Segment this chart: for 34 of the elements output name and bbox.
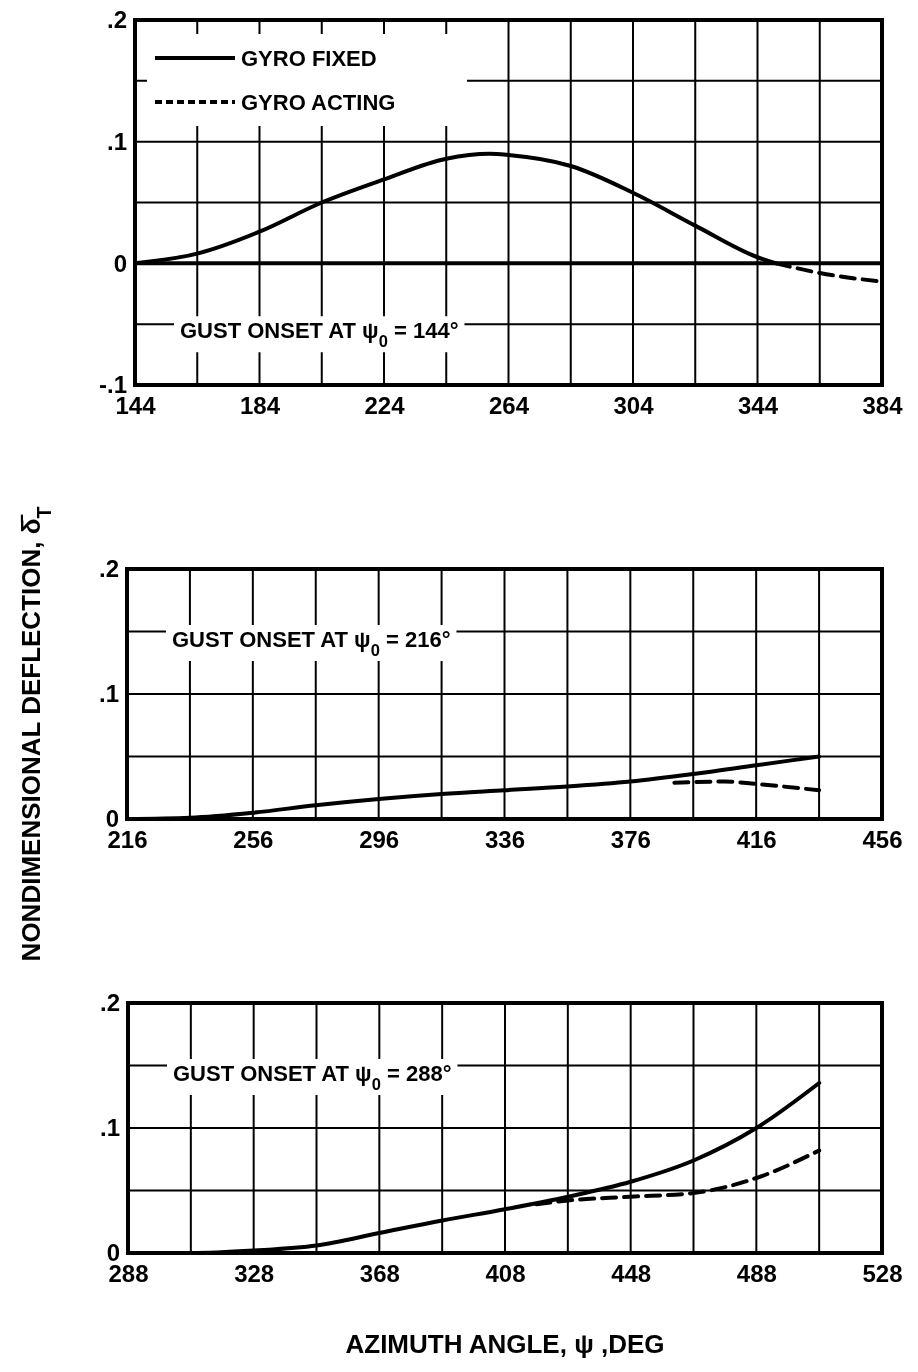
annotation: GUST ONSET AT ψ$_{0}$ = 216° — [172, 627, 451, 659]
x-tick-label: 448 — [611, 1260, 652, 1288]
y-tick-label: .2 — [99, 989, 120, 1017]
x-tick-label: 344 — [737, 392, 779, 420]
x-tick-label: 264 — [488, 392, 530, 420]
x-tick-label: 216 — [107, 826, 148, 854]
x-tick-label: 184 — [239, 392, 281, 420]
x-tick-label: 288 — [108, 1260, 149, 1288]
y-tick-label: .1 — [99, 1114, 120, 1142]
legend-label: GYRO ACTING — [241, 90, 396, 115]
y-tick-label: .1 — [98, 680, 119, 708]
x-tick-label: 384 — [862, 392, 904, 420]
y-tick-label: .1 — [106, 127, 127, 155]
y-tick-label: 0 — [113, 249, 127, 277]
annotation: GUST ONSET AT ψ$_{0}$ = 144° — [180, 318, 459, 351]
y-tick-label: .2 — [106, 6, 127, 34]
x-tick-label: 144 — [115, 392, 157, 420]
x-tick-label: 488 — [736, 1260, 777, 1288]
x-tick-label: 328 — [234, 1260, 275, 1288]
legend-label: GYRO FIXED — [241, 46, 377, 71]
x-tick-label: 224 — [364, 392, 406, 420]
x-tick-label: 336 — [484, 826, 526, 854]
annotation: GUST ONSET AT ψ$_{0}$ = 288° — [173, 1061, 452, 1093]
x-tick-label: 416 — [736, 826, 777, 854]
x-tick-label: 456 — [862, 826, 903, 854]
x-tick-label: 296 — [359, 826, 400, 854]
y-tick-label: .2 — [98, 555, 119, 583]
x-tick-label: 408 — [485, 1260, 526, 1288]
x-tick-label: 256 — [233, 826, 274, 854]
x-tick-label: 376 — [610, 826, 651, 854]
x-axis-title: AZIMUTH ANGLE, ψ ,DEG — [345, 1329, 665, 1359]
x-tick-label: 368 — [359, 1260, 400, 1288]
x-tick-label: 304 — [613, 392, 655, 420]
x-tick-label: 528 — [862, 1260, 903, 1288]
